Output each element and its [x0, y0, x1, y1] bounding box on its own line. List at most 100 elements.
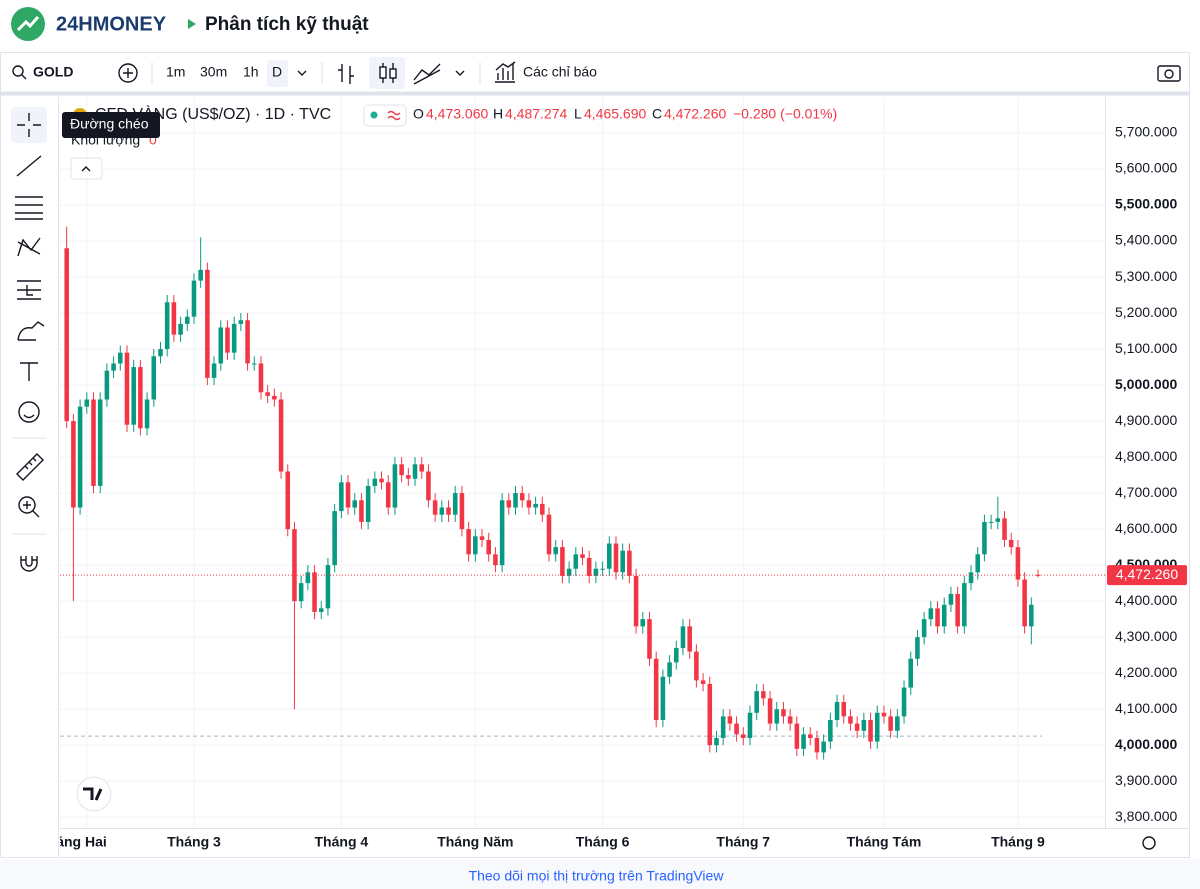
- candle: [807, 727, 813, 746]
- tradingview-logo[interactable]: [76, 776, 112, 812]
- candle-body: [251, 363, 257, 365]
- ohlc-label: O: [413, 106, 424, 122]
- bars-icon[interactable]: [338, 64, 354, 84]
- candle-body: [586, 557, 592, 576]
- y-tick-label: 4,400.000: [1115, 592, 1177, 608]
- candle: [700, 673, 706, 692]
- candle: [211, 356, 217, 386]
- interval[interactable]: 30m: [200, 64, 227, 80]
- candle: [653, 651, 659, 728]
- ruler-tool[interactable]: [16, 453, 44, 481]
- interval[interactable]: 1m: [166, 64, 185, 80]
- y-tick-label: 5,700.000: [1115, 124, 1177, 140]
- candle: [781, 701, 786, 724]
- x-tick-label: Tháng Hai: [39, 834, 107, 850]
- candle: [801, 727, 806, 756]
- search-icon[interactable]: [12, 65, 24, 77]
- compare-button[interactable]: [118, 63, 138, 83]
- candle-body: [124, 352, 130, 425]
- candle: [955, 586, 960, 634]
- candle-body: [908, 658, 914, 688]
- magnet-tool[interactable]: [20, 556, 38, 572]
- indicators-icon[interactable]: [495, 61, 516, 83]
- candle-body: [1002, 518, 1007, 540]
- pattern-tool[interactable]: [17, 237, 41, 257]
- candle-body: [647, 619, 652, 659]
- y-tick-label: 4,000.000: [1115, 736, 1177, 752]
- candle: [278, 392, 284, 479]
- candle: [667, 655, 672, 684]
- interval[interactable]: D: [272, 64, 282, 80]
- candle: [841, 694, 847, 724]
- candle-body: [687, 626, 692, 652]
- candle: [1029, 597, 1034, 645]
- candle: [647, 611, 652, 666]
- candle-body: [265, 392, 270, 396]
- candle: [553, 539, 558, 562]
- tool-selected-bg: [11, 107, 47, 143]
- candle-body: [1008, 539, 1014, 548]
- candle: [941, 597, 947, 634]
- text-tool[interactable]: [20, 362, 38, 381]
- area-icon[interactable]: [413, 63, 441, 85]
- candle-body: [178, 323, 183, 335]
- footer: [0, 859, 1200, 889]
- candle-body: [318, 608, 324, 612]
- candle: [915, 629, 920, 666]
- candle-body: [948, 593, 954, 605]
- candle-body: [720, 716, 726, 738]
- candle: [620, 543, 625, 580]
- ohlc-label: H: [493, 106, 503, 122]
- interval-dropdown[interactable]: [297, 70, 307, 76]
- candle: [406, 467, 411, 486]
- candle-body: [821, 741, 826, 753]
- candle: [600, 561, 605, 576]
- settings-button[interactable]: [1142, 836, 1156, 850]
- candle: [466, 521, 471, 562]
- candle-body: [881, 712, 887, 717]
- candle-body: [97, 399, 103, 486]
- collapse-legend[interactable]: [70, 157, 103, 180]
- candle-body: [493, 554, 498, 566]
- candle-body: [144, 399, 150, 429]
- candle: [821, 734, 826, 760]
- candle-body: [915, 637, 920, 659]
- candle: [452, 485, 458, 522]
- volume-value: 0: [149, 132, 157, 148]
- candle: [1015, 539, 1021, 587]
- fib-tool[interactable]: [15, 196, 43, 220]
- zoom-tool[interactable]: [18, 496, 36, 514]
- brand[interactable]: 24HMONEY: [56, 13, 167, 35]
- candle: [184, 309, 190, 332]
- candle: [1022, 572, 1027, 634]
- candles-icon-body: [389, 68, 397, 79]
- symbol[interactable]: GOLD: [33, 64, 73, 80]
- crosshair-tool[interactable]: [17, 113, 41, 137]
- footer-link[interactable]: Theo dõi mọi thị trường trên TradingView: [469, 868, 725, 884]
- brush-tool[interactable]: [17, 321, 45, 341]
- candle: [1008, 532, 1014, 555]
- candle-body: [419, 464, 425, 472]
- trendline-tool[interactable]: [16, 155, 42, 177]
- indicators-button[interactable]: Các chỉ báo: [523, 64, 597, 80]
- candle-body: [298, 583, 304, 602]
- projection-tool[interactable]: [17, 280, 41, 300]
- candle-body: [278, 399, 284, 472]
- candle: [178, 316, 183, 342]
- candle-body: [272, 395, 277, 400]
- emoji-tool[interactable]: [18, 401, 40, 423]
- candle-body: [848, 716, 853, 724]
- candle: [345, 475, 351, 515]
- candle: [975, 547, 981, 580]
- chart-type-dropdown[interactable]: [455, 70, 465, 76]
- y-tick-label: 5,600.000: [1115, 160, 1177, 176]
- screenshot-button[interactable]: [1157, 65, 1181, 82]
- candle-body: [868, 719, 873, 742]
- screenshot-lens: [1164, 69, 1174, 79]
- status-badge[interactable]: [363, 104, 407, 127]
- candle: [258, 356, 264, 400]
- interval[interactable]: 1h: [243, 64, 259, 80]
- y-tick-label: 5,500.000: [1115, 196, 1177, 212]
- candle: [97, 392, 103, 494]
